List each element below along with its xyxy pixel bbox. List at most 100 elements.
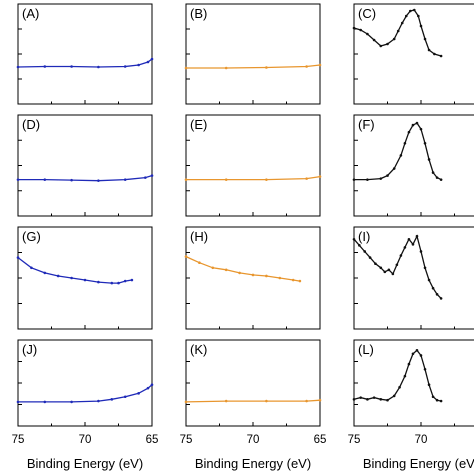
panel-label: (J) [22, 342, 37, 357]
data-point [419, 250, 423, 253]
x-axis-title: Binding Energy (eV) [363, 456, 474, 471]
data-point [318, 63, 322, 67]
data-point [379, 398, 383, 401]
data-point [423, 266, 427, 270]
data-point [413, 8, 416, 12]
panel-label: (D) [22, 117, 40, 132]
data-point [110, 281, 114, 285]
data-point [395, 263, 399, 267]
panel-k: (K) [184, 339, 322, 427]
data-point [359, 396, 363, 399]
data-point [224, 268, 228, 272]
data-point [352, 26, 356, 30]
data-point [30, 266, 33, 270]
series-line [186, 64, 321, 69]
panel-d: (D) [16, 114, 154, 217]
data-point [318, 175, 322, 178]
data-point [435, 398, 439, 402]
data-point [146, 386, 150, 390]
panel-c: (C) [352, 3, 474, 105]
x-axis-title: Binding Energy (eV) [27, 456, 143, 471]
data-point [298, 279, 302, 283]
data-point [415, 234, 419, 238]
data-point [366, 178, 369, 181]
data-point [411, 123, 415, 127]
data-point [224, 178, 228, 181]
data-point [43, 400, 47, 404]
series-line [18, 174, 153, 182]
data-point [16, 256, 20, 259]
data-point [392, 394, 396, 398]
data-point [387, 268, 391, 272]
data-point [415, 349, 419, 352]
panel-g: (G) [16, 226, 153, 330]
data-point [366, 32, 369, 36]
data-point [352, 398, 356, 401]
data-point [417, 14, 420, 18]
data-point [423, 141, 427, 145]
data-point [427, 278, 431, 282]
data-point [435, 293, 439, 296]
data-point [123, 65, 127, 68]
data-point [150, 57, 154, 61]
data-point [374, 262, 377, 266]
data-point [433, 52, 436, 56]
data-point [383, 270, 387, 274]
data-point [184, 255, 188, 258]
data-point [379, 44, 383, 48]
panel-label: (K) [190, 342, 207, 357]
series-line [17, 257, 133, 284]
data-point [407, 237, 411, 241]
series-line [17, 58, 153, 68]
data-point [400, 21, 404, 25]
data-point [318, 398, 322, 402]
panel-label: (H) [190, 229, 208, 244]
data-point [363, 250, 367, 253]
data-point [184, 400, 188, 404]
data-point [123, 279, 127, 283]
x-tick-label: 70 [415, 434, 428, 446]
series-line [353, 234, 442, 299]
data-point [70, 276, 73, 280]
data-point [70, 400, 73, 404]
data-point [265, 399, 268, 403]
data-point [278, 276, 282, 280]
data-point [251, 273, 255, 277]
data-point [379, 266, 383, 270]
data-point [427, 48, 431, 52]
data-point [386, 42, 389, 46]
data-point [150, 174, 154, 177]
panel-h: (H) [184, 226, 321, 330]
data-point [396, 29, 400, 33]
data-point [431, 395, 435, 399]
panel-label: (A) [22, 6, 39, 21]
data-point [435, 176, 439, 179]
data-point [419, 354, 423, 357]
x-tick-label: 75 [180, 434, 193, 446]
data-point [403, 246, 407, 249]
data-point [97, 399, 100, 403]
data-point [83, 278, 87, 282]
data-point [144, 176, 147, 179]
data-point [415, 121, 419, 125]
x-tick-label: 75 [12, 434, 25, 446]
data-point [407, 130, 411, 134]
data-point [43, 271, 47, 275]
data-point [352, 237, 356, 241]
data-point [439, 178, 443, 181]
panel-b: (B) [184, 3, 322, 105]
data-point [403, 141, 407, 145]
data-point [427, 158, 431, 161]
panel-label: (L) [358, 342, 374, 357]
panel-a: (A) [16, 3, 154, 105]
data-point [366, 398, 369, 401]
data-point [238, 271, 241, 275]
panel-label: (C) [358, 6, 376, 21]
x-tick-label: 70 [247, 434, 260, 446]
series-line [18, 384, 153, 403]
data-point [305, 399, 308, 403]
data-point [123, 178, 127, 181]
panel-label: (F) [358, 117, 375, 132]
data-point [305, 177, 308, 180]
